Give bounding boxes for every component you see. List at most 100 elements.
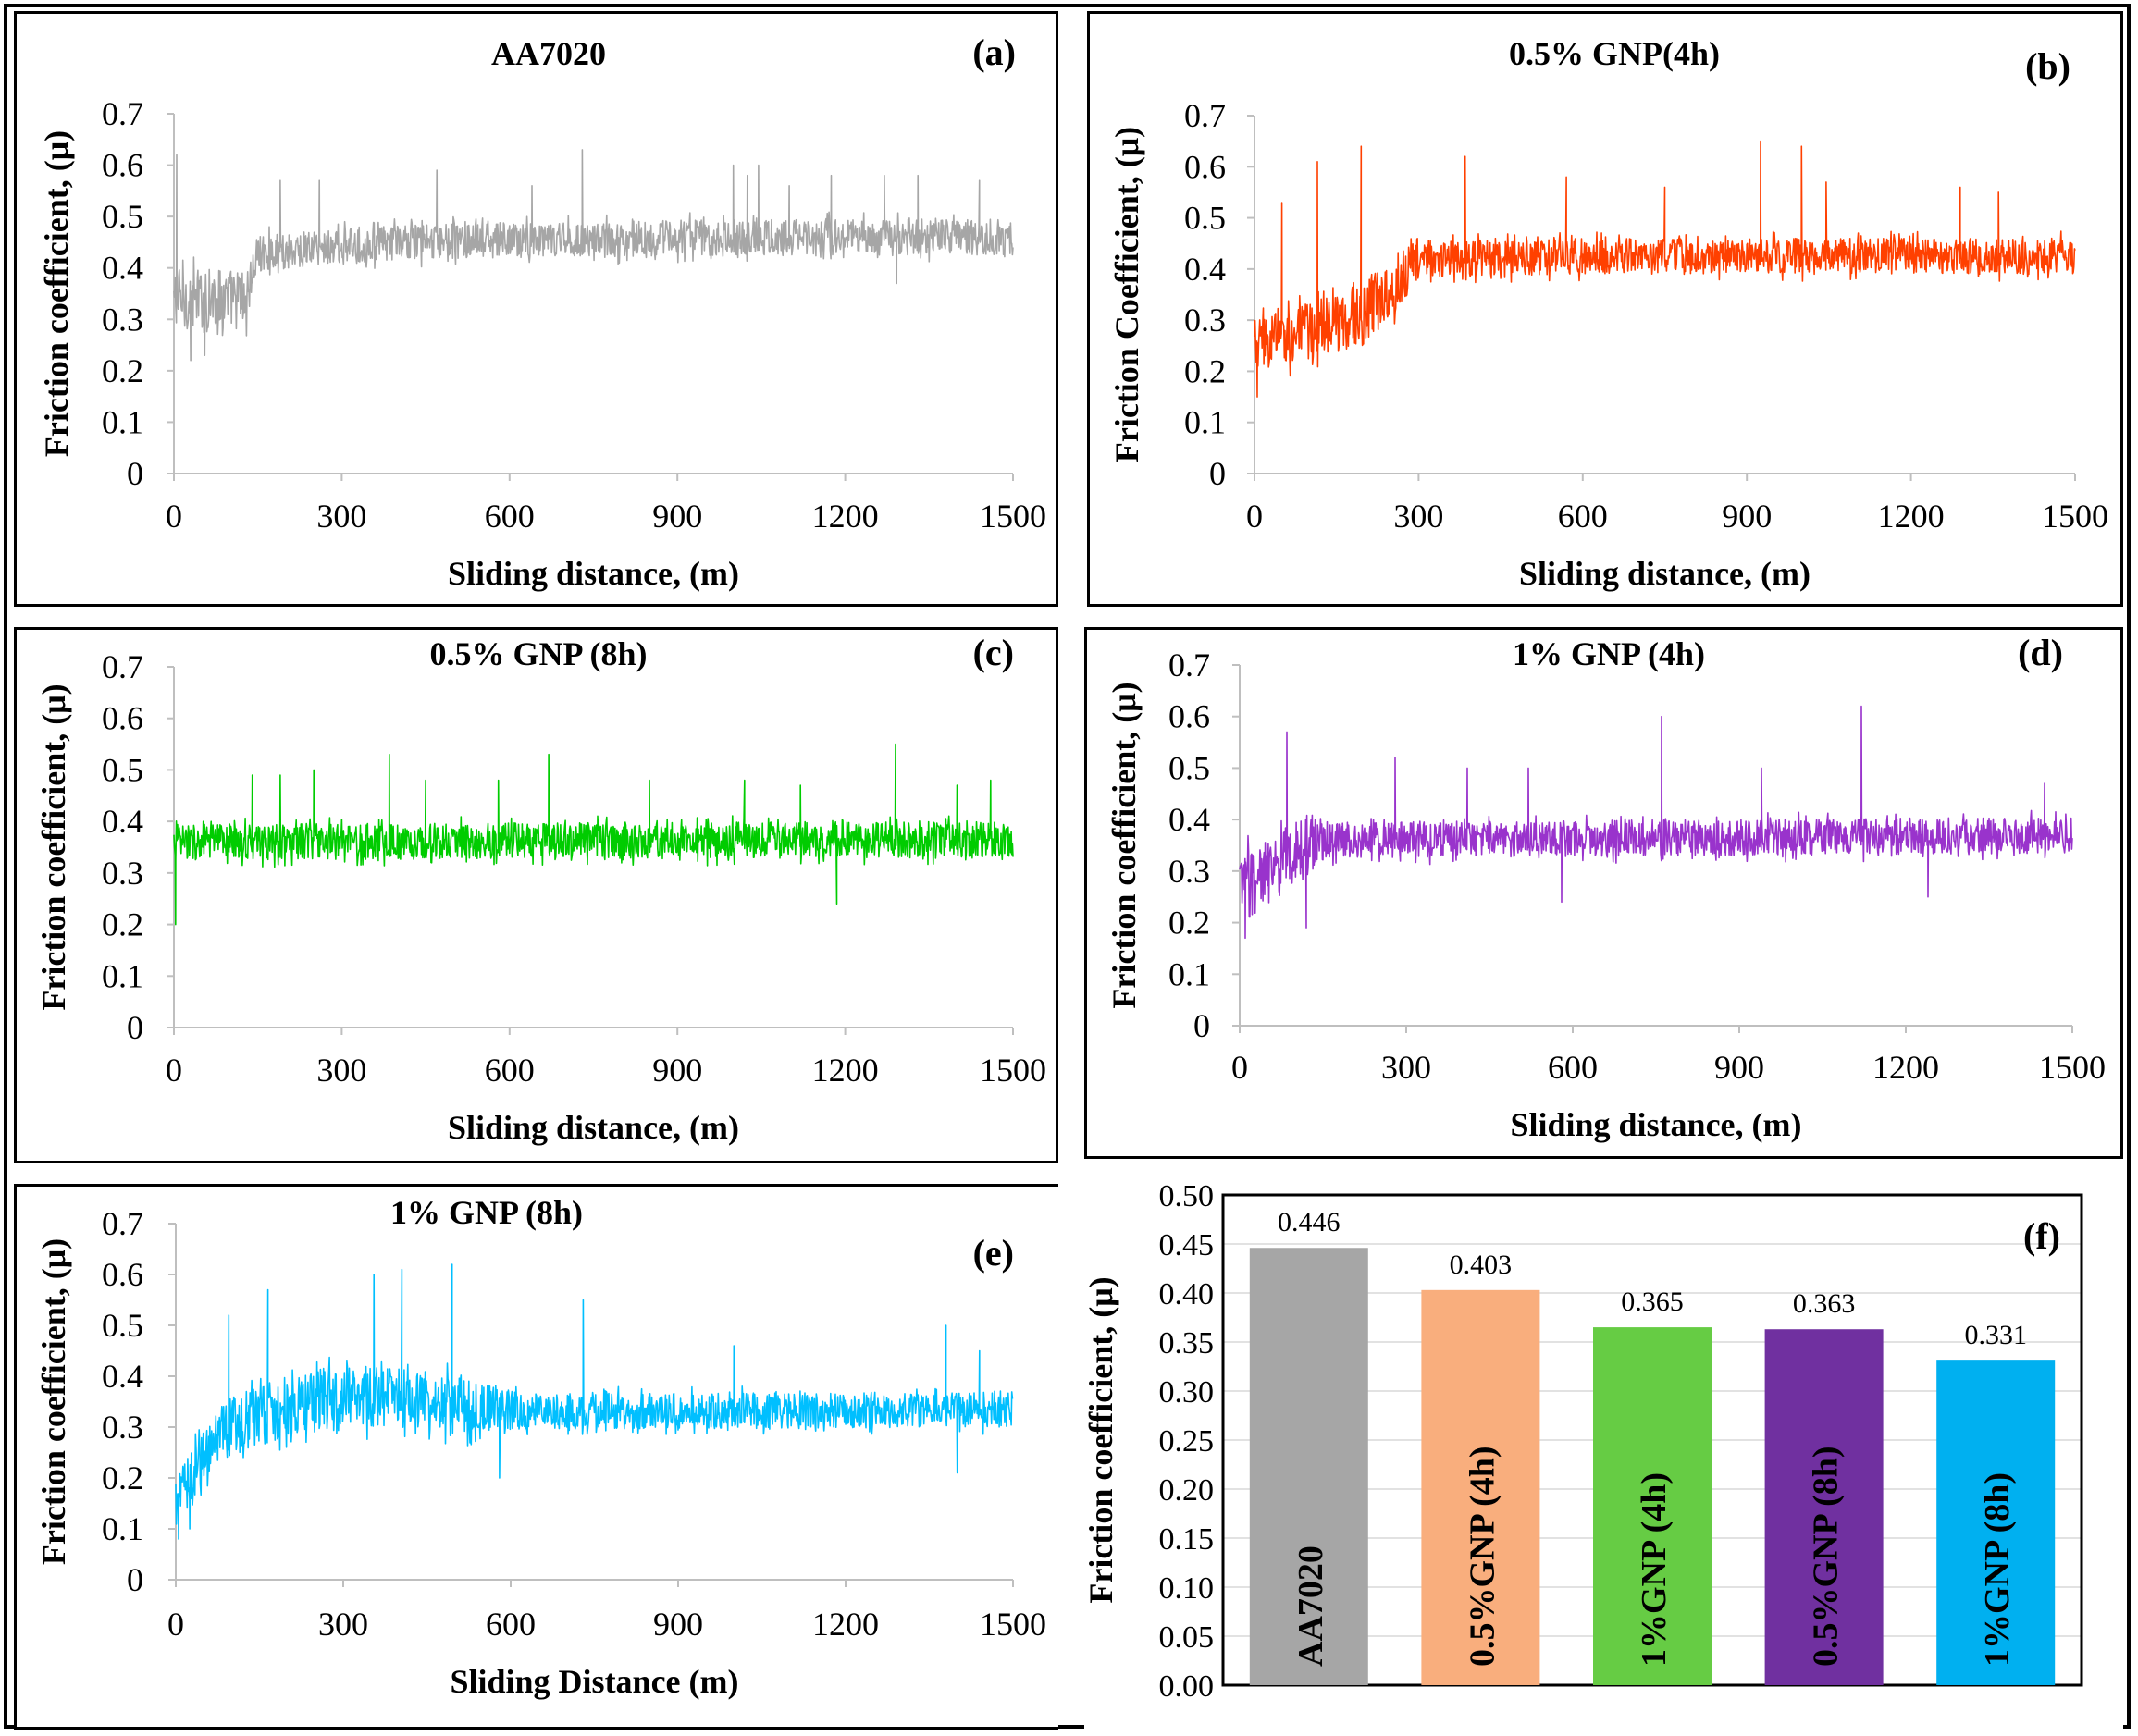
x-tick-label: 0 [1231, 1049, 1248, 1086]
panel-f: 0.00 0.05 0.10 0.15 0.20 0.25 0.30 0.35 0.40 0.45… [1084, 1182, 2123, 1730]
x-tick-label: 1500 [2042, 498, 2108, 535]
x-tick-label: 900 [653, 1606, 703, 1643]
x-tick-label: 900 [652, 1052, 702, 1089]
x-tick-label: 300 [1381, 1049, 1431, 1086]
bar-value-label: 0.331 [1964, 1320, 2027, 1350]
y-tick-label: 0.5 [102, 751, 143, 788]
x-tick-label: 1200 [812, 1606, 879, 1643]
bar-value-label: 0.446 [1278, 1207, 1341, 1237]
panel-label: (a) [972, 31, 1016, 73]
y-tick-label: 0.50 [1159, 1182, 1215, 1213]
y-axis-label: Friction coefficient, (μ) [35, 1238, 72, 1565]
y-tick-label: 0.7 [102, 1205, 143, 1242]
x-tick-label: 1200 [812, 1052, 879, 1089]
x-tick-label: 1500 [980, 1052, 1046, 1089]
x-axis-label: Sliding distance, (m) [448, 1109, 739, 1146]
y-tick-label: 0.5 [1184, 200, 1226, 237]
y-tick-label: 0.6 [102, 147, 143, 184]
figure-border [4, 4, 2131, 1729]
x-tick-label: 1200 [1878, 498, 1945, 535]
panel-label: (f) [2023, 1215, 2060, 1257]
y-tick-label: 0.7 [102, 95, 143, 132]
y-tick-label: 0.4 [1168, 801, 1210, 838]
chart-title: 1% GNP (4h) [1513, 635, 1705, 672]
y-axis-label: Friction coefficient, (μ) [38, 130, 75, 457]
y-axis-label: Friction Coefficient, (μ) [1108, 127, 1145, 462]
series-line [175, 1263, 1014, 1540]
y-tick-label: 0.15 [1159, 1522, 1215, 1557]
bar [1764, 1329, 1884, 1685]
x-tick-label: 600 [485, 1052, 535, 1089]
y-tick-label: 0.7 [102, 648, 143, 685]
y-tick-label: 0.6 [102, 700, 143, 737]
y-tick-label: 0.00 [1159, 1669, 1215, 1704]
x-axis-label: Sliding Distance (m) [450, 1663, 738, 1700]
y-tick-label: 0.5 [102, 198, 143, 235]
y-axis-label: Friction coefficient, (μ) [1106, 682, 1143, 1008]
bar [1421, 1289, 1540, 1685]
x-axis-label: Sliding distance, (m) [1510, 1106, 1801, 1143]
bar [1936, 1360, 2056, 1685]
x-tick-label: 300 [316, 498, 366, 535]
bar [1593, 1327, 1712, 1685]
x-tick-label: 0 [1246, 498, 1263, 535]
y-tick-label: 0 [1193, 1007, 1210, 1044]
panel-label: (b) [2025, 45, 2070, 87]
x-tick-label: 0 [167, 1606, 184, 1643]
y-tick-label: 0.05 [1159, 1620, 1215, 1655]
y-tick-label: 0.1 [102, 957, 143, 994]
chart-e: 0 0.1 0.2 0.3 0.4 0.5 0.6 0.7 0 300 600 900 1200 1500… [35, 1194, 1046, 1700]
y-tick-label: 0.2 [1168, 905, 1210, 942]
panel-e: 0 0.1 0.2 0.3 0.4 0.5 0.6 0.7 0 300 600 900 1200 1500… [14, 1184, 1058, 1730]
y-tick-label: 0.45 [1159, 1228, 1215, 1262]
x-tick-label: 600 [486, 1606, 536, 1643]
y-tick-label: 0.35 [1159, 1326, 1215, 1360]
y-tick-label: 0.3 [102, 301, 143, 338]
y-tick-label: 0 [1209, 455, 1226, 492]
bar-category-label: 0.5%GNP (4h) [1463, 1446, 1502, 1667]
x-axis-label: Sliding distance, (m) [1519, 555, 1811, 592]
y-tick-label: 0.2 [102, 1459, 143, 1496]
x-axis-label: Sliding distance, (m) [448, 555, 739, 592]
y-tick-label: 0.6 [1184, 148, 1226, 185]
y-tick-label: 0.3 [102, 855, 143, 892]
x-tick-label: 300 [316, 1052, 366, 1089]
y-tick-label: 0.1 [102, 1510, 143, 1547]
chart-title: 0.5% GNP (8h) [429, 635, 647, 672]
bar-value-label: 0.365 [1621, 1287, 1684, 1317]
y-tick-label: 0.3 [1184, 302, 1226, 339]
y-tick-label: 0.10 [1159, 1571, 1215, 1606]
panel-d: 0 0.1 0.2 0.3 0.4 0.5 0.6 0.7 0 300 600 900 1200 1500… [1084, 627, 2123, 1159]
x-tick-label: 0 [166, 498, 182, 535]
bar [1249, 1248, 1368, 1685]
series-line [1239, 705, 2073, 940]
x-tick-label: 0 [166, 1052, 182, 1089]
series-line [173, 743, 1014, 926]
y-tick-label: 0 [127, 455, 143, 492]
y-tick-label: 0.4 [102, 803, 143, 840]
y-tick-label: 0.4 [102, 1358, 143, 1395]
y-tick-label: 0.1 [102, 403, 143, 440]
series-line [1254, 140, 2076, 398]
y-tick-label: 0.3 [1168, 853, 1210, 890]
y-tick-label: 0 [127, 1561, 143, 1598]
y-tick-label: 0.40 [1159, 1277, 1215, 1311]
chart-b: 0 0.1 0.2 0.3 0.4 0.5 0.6 0.7 0 300 600 900 1200 1500… [1108, 35, 2108, 592]
y-tick-label: 0.4 [1184, 251, 1226, 288]
x-tick-label: 1500 [980, 498, 1046, 535]
chart-c: 0 0.1 0.2 0.3 0.4 0.5 0.6 0.7 0 300 600 900 1200 1500… [35, 632, 1046, 1146]
y-tick-label: 0.2 [102, 352, 143, 389]
bar-value-label: 0.363 [1793, 1288, 1856, 1319]
chart-title: 0.5% GNP(4h) [1509, 35, 1720, 72]
x-tick-label: 1200 [1872, 1049, 1939, 1086]
x-tick-label: 600 [1558, 498, 1608, 535]
y-tick-label: 0.4 [102, 250, 143, 287]
x-tick-label: 300 [318, 1606, 368, 1643]
x-tick-label: 900 [1722, 498, 1772, 535]
y-tick-label: 0.3 [102, 1409, 143, 1446]
y-axis-label: Friction coefficient, (μ) [35, 683, 72, 1010]
panel-label: (e) [973, 1232, 1014, 1274]
y-tick-label: 0.7 [1184, 97, 1226, 134]
panel-label: (c) [973, 632, 1014, 673]
chart-f: 0.00 0.05 0.10 0.15 0.20 0.25 0.30 0.35 0.40 0.45… [1084, 1182, 2083, 1704]
